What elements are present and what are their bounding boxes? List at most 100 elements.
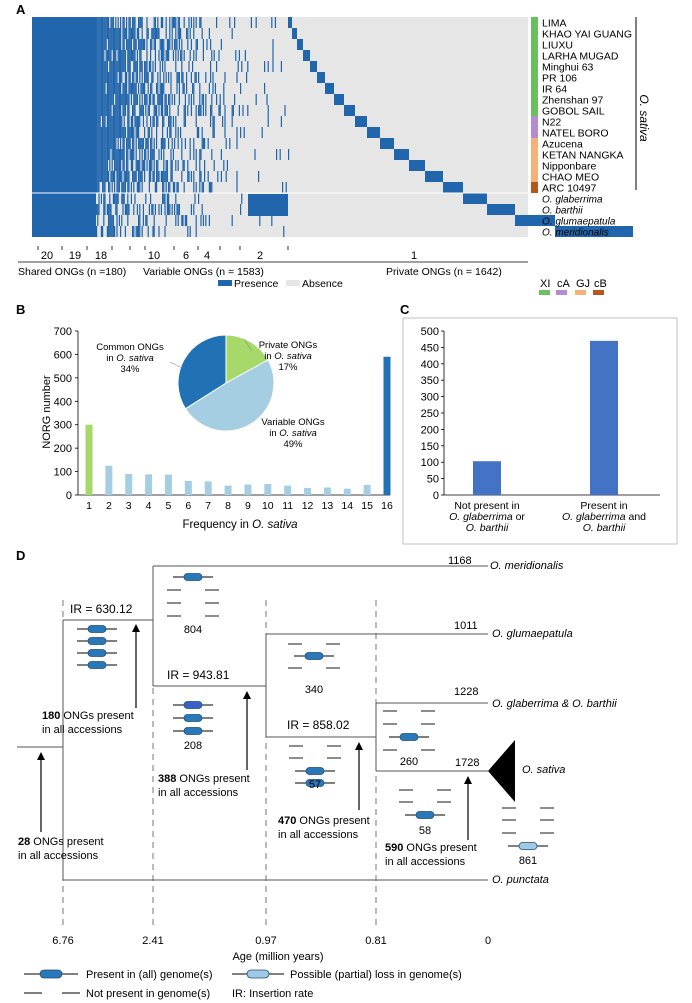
heatmap-cell xyxy=(97,39,99,50)
heatmap-cell xyxy=(127,182,129,193)
heatmap-cell xyxy=(195,17,197,28)
heatmap-cell xyxy=(104,28,106,39)
accession-label: LARHA MUGAD xyxy=(542,51,619,63)
heatmap-cell xyxy=(134,171,136,182)
heatmap-cell xyxy=(106,160,108,171)
heatmap-cell xyxy=(117,127,119,138)
heatmap-cell xyxy=(183,160,185,171)
heatmap-cell xyxy=(148,171,150,182)
chart-b-bar xyxy=(323,487,331,495)
heatmap-cell xyxy=(195,160,197,171)
heatmap-cell xyxy=(109,116,111,127)
heatmap-cell xyxy=(153,28,155,39)
heatmap-cell xyxy=(109,72,111,83)
heatmap-cell xyxy=(164,226,166,237)
heatmap-cell xyxy=(219,94,221,105)
heatmap-cell xyxy=(96,83,98,94)
heatmap-cell xyxy=(211,149,213,160)
heatmap-cell xyxy=(103,116,105,127)
heatmap-cell xyxy=(120,171,122,182)
svg-text:180 ONGs present: 180 ONGs present xyxy=(42,710,134,722)
heatmap-cell xyxy=(207,138,209,149)
heatmap-cell xyxy=(110,204,112,215)
heatmap-cell xyxy=(132,116,134,127)
heatmap-cell xyxy=(133,28,135,39)
heatmap-cell xyxy=(160,39,162,50)
heatmap-cell xyxy=(133,182,135,193)
heatmap-cell xyxy=(200,171,202,182)
heatmap-cell xyxy=(141,61,143,72)
heatmap-cell xyxy=(109,105,111,116)
frequency-tick: 19 xyxy=(69,250,81,262)
heatmap-cell xyxy=(102,105,104,116)
heatmap-cell xyxy=(138,160,140,171)
heatmap-cell xyxy=(130,94,132,105)
heatmap-cell xyxy=(110,39,112,50)
heatmap-cell xyxy=(210,72,212,83)
heatmap-cell xyxy=(174,94,176,105)
heatmap-private-block xyxy=(288,17,292,28)
heatmap-cell xyxy=(162,39,164,50)
heatmap-cell xyxy=(116,72,118,83)
chart-c: 0 50 100 150 200 250 300 350 400 450 500 Not presen… xyxy=(402,317,678,545)
chart-c-ytick-label: 300 xyxy=(421,392,439,404)
heatmap-cell xyxy=(129,50,131,61)
heatmap-cell xyxy=(150,171,152,182)
heatmap-cell xyxy=(195,39,197,50)
heatmap-cell xyxy=(129,138,131,149)
heatmap-cell xyxy=(128,50,130,61)
ir-label-3: IR = 858.02 xyxy=(287,718,350,732)
heatmap-cell xyxy=(170,83,172,94)
heatmap-cell xyxy=(134,193,136,204)
heatmap-cell xyxy=(121,50,123,61)
heatmap-cell xyxy=(202,138,204,149)
heatmap-cell xyxy=(158,50,160,61)
heatmap-cell xyxy=(121,171,123,182)
heatmap-cell xyxy=(116,28,118,39)
chart-b-bar xyxy=(105,465,113,495)
heatmap-cell xyxy=(174,17,176,28)
heatmap-cell xyxy=(156,171,158,182)
heatmap-cell xyxy=(181,61,183,72)
heatmap-cell xyxy=(213,116,215,127)
heatmap-cell xyxy=(100,127,102,138)
group-color-bar xyxy=(531,61,538,72)
heatmap-cell xyxy=(124,171,126,182)
heatmap-private-block xyxy=(425,171,443,182)
heatmap-cell xyxy=(160,105,162,116)
heatmap-cell xyxy=(139,39,141,50)
heatmap-cell xyxy=(164,94,166,105)
heatmap-cell xyxy=(97,94,99,105)
heatmap-cell xyxy=(116,160,118,171)
heatmap-cell xyxy=(216,94,218,105)
heatmap-cell xyxy=(231,116,233,127)
heatmap-cell xyxy=(190,204,192,215)
heatmap-cell xyxy=(219,105,221,116)
heatmap-cell xyxy=(135,39,137,50)
heatmap-cell xyxy=(104,204,106,215)
heatmap-cell xyxy=(200,105,202,116)
heatmap-cell xyxy=(96,226,98,237)
heatmap-cell xyxy=(150,61,152,72)
heatmap-cell xyxy=(112,226,114,237)
heatmap-cell xyxy=(116,127,118,138)
heatmap-cell xyxy=(100,17,102,28)
heatmap-cell xyxy=(128,204,130,215)
heatmap-cell xyxy=(122,94,124,105)
heatmap-cell xyxy=(108,39,110,50)
heatmap-cell xyxy=(168,138,170,149)
heatmap-cell xyxy=(126,28,128,39)
heatmap-cell xyxy=(205,215,207,226)
heatmap-cell xyxy=(109,94,111,105)
heatmap-cell xyxy=(110,226,112,237)
heatmap-cell xyxy=(147,105,149,116)
heatmap-cell xyxy=(190,105,192,116)
ong-present xyxy=(304,652,324,660)
heatmap-cell xyxy=(172,182,174,193)
heatmap-cell xyxy=(141,39,143,50)
heatmap-cell xyxy=(100,94,102,105)
heatmap-cell xyxy=(193,17,195,28)
heatmap-cell xyxy=(114,83,116,94)
heatmap-cell xyxy=(103,39,105,50)
heatmap-cell xyxy=(235,50,237,61)
